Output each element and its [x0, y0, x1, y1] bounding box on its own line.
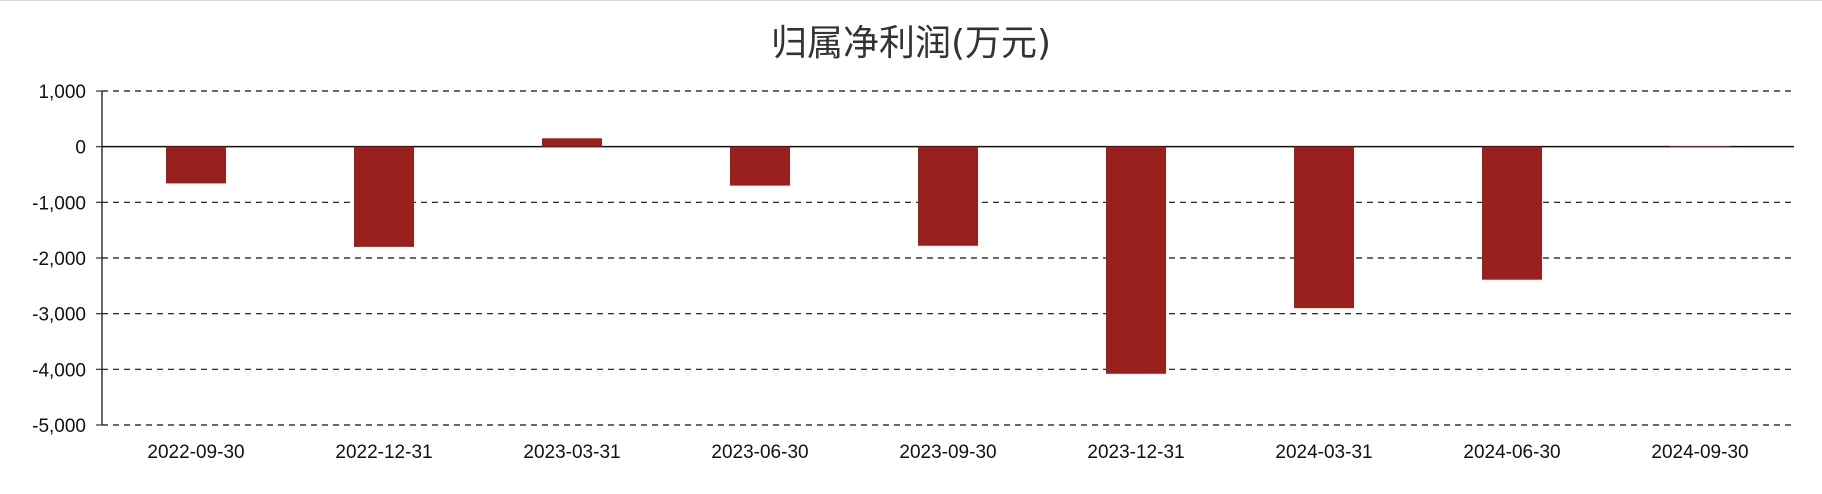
y-tick-label: 0 — [75, 138, 86, 159]
y-tick-label: -2,000 — [32, 249, 86, 270]
y-tick-label: 1,000 — [38, 82, 86, 103]
bar — [918, 146, 978, 246]
x-tick-label: 2023-03-31 — [523, 442, 620, 463]
y-tick-label: -3,000 — [32, 305, 86, 326]
bar — [1106, 146, 1166, 374]
bar — [542, 138, 602, 147]
x-tick-label: 2022-09-30 — [147, 442, 244, 463]
bar — [1294, 146, 1354, 309]
bar — [1482, 146, 1542, 280]
x-tick-label: 2023-06-30 — [711, 442, 808, 463]
bar — [354, 146, 414, 247]
bar — [166, 146, 226, 184]
x-tick-label: 2022-12-31 — [335, 442, 432, 463]
x-tick-label: 2023-09-30 — [899, 442, 996, 463]
y-tick-label: -5,000 — [32, 416, 86, 437]
x-tick-label: 2024-03-31 — [1275, 442, 1372, 463]
top-border — [0, 0, 1822, 1]
x-tick-label: 2024-09-30 — [1651, 442, 1748, 463]
x-tick-label: 2024-06-30 — [1463, 442, 1560, 463]
chart-title: 归属净利润(万元) — [770, 23, 1052, 64]
bar — [1670, 146, 1730, 148]
bar — [730, 146, 790, 186]
y-tick-label: -4,000 — [32, 360, 86, 381]
y-tick-label: -1,000 — [32, 193, 86, 214]
x-tick-label: 2023-12-31 — [1087, 442, 1184, 463]
